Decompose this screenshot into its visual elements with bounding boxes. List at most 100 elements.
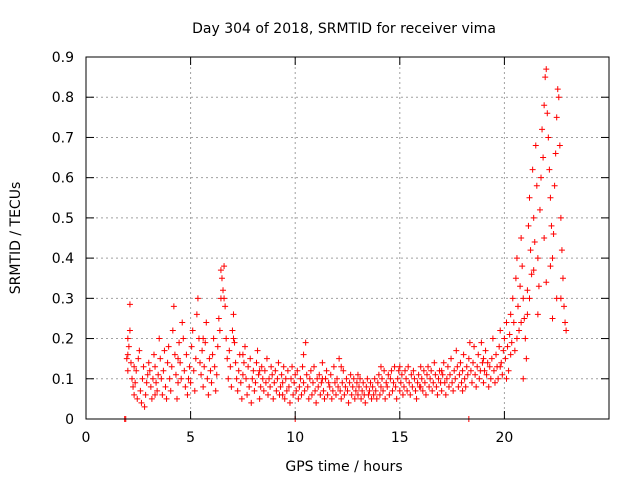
data-point xyxy=(166,375,173,382)
data-point xyxy=(466,339,473,346)
data-point xyxy=(184,391,191,398)
data-point xyxy=(305,395,312,402)
data-point xyxy=(154,387,161,394)
x-tick-label: 20 xyxy=(495,430,513,446)
data-point xyxy=(156,335,163,342)
data-point xyxy=(224,355,231,362)
data-point xyxy=(133,367,140,374)
data-point xyxy=(509,295,516,302)
data-point xyxy=(273,387,280,394)
data-point xyxy=(292,371,299,378)
data-point xyxy=(374,379,381,386)
data-point xyxy=(298,391,305,398)
data-point xyxy=(480,379,487,386)
data-point xyxy=(233,375,240,382)
data-point xyxy=(296,383,303,390)
data-point xyxy=(421,379,428,386)
data-point xyxy=(164,359,171,366)
data-point xyxy=(535,283,542,290)
data-point xyxy=(394,375,401,382)
data-point xyxy=(561,303,568,310)
data-point xyxy=(319,375,326,382)
data-point xyxy=(125,343,132,350)
data-point xyxy=(124,335,131,342)
data-point xyxy=(495,375,502,382)
data-point xyxy=(377,363,384,370)
data-point xyxy=(487,375,494,382)
data-point xyxy=(474,363,481,370)
data-point xyxy=(152,363,159,370)
data-point xyxy=(359,387,366,394)
data-point xyxy=(192,355,199,362)
data-point xyxy=(490,367,497,374)
x-tick-label: 10 xyxy=(286,430,304,446)
data-point xyxy=(320,387,327,394)
data-point xyxy=(145,359,152,366)
data-point xyxy=(280,363,287,370)
data-point xyxy=(328,395,335,402)
data-point xyxy=(180,335,187,342)
data-point xyxy=(552,150,559,157)
data-point xyxy=(432,371,439,378)
data-point xyxy=(181,367,188,374)
data-point xyxy=(557,295,564,302)
data-point xyxy=(268,363,275,370)
data-point xyxy=(456,371,463,378)
data-point xyxy=(517,283,524,290)
data-point xyxy=(473,383,480,390)
y-tick-label: 0.5 xyxy=(52,211,74,227)
data-point xyxy=(318,379,325,386)
data-point xyxy=(263,355,270,362)
data-point xyxy=(448,355,455,362)
data-point xyxy=(540,154,547,161)
data-point xyxy=(212,387,219,394)
data-point xyxy=(491,379,498,386)
data-point xyxy=(203,319,210,326)
data-point xyxy=(452,375,459,382)
data-point xyxy=(415,371,422,378)
data-point xyxy=(507,311,514,318)
data-point xyxy=(496,343,503,350)
data-point xyxy=(425,363,432,370)
data-point xyxy=(265,391,272,398)
data-point xyxy=(309,379,316,386)
data-point xyxy=(360,379,367,386)
data-point xyxy=(304,383,311,390)
data-point xyxy=(460,351,467,358)
data-point xyxy=(541,102,548,109)
data-point xyxy=(489,335,496,342)
data-point xyxy=(479,359,486,366)
data-point xyxy=(259,375,266,382)
data-point xyxy=(386,391,393,398)
data-point xyxy=(200,383,207,390)
data-point xyxy=(326,383,333,390)
data-point xyxy=(562,319,569,326)
data-point xyxy=(323,367,330,374)
data-point xyxy=(244,391,251,398)
data-point xyxy=(400,383,407,390)
data-point xyxy=(342,383,349,390)
data-point xyxy=(379,375,386,382)
data-point xyxy=(314,375,321,382)
data-point xyxy=(238,395,245,402)
data-point xyxy=(281,395,288,402)
data-point xyxy=(396,363,403,370)
data-point xyxy=(221,263,228,270)
data-point xyxy=(423,371,430,378)
data-point xyxy=(228,383,235,390)
data-point xyxy=(457,359,464,366)
data-point xyxy=(222,303,229,310)
data-point xyxy=(189,327,196,334)
data-point xyxy=(291,379,298,386)
data-point xyxy=(170,303,177,310)
data-point xyxy=(218,275,225,282)
y-tick-label: 0 xyxy=(65,412,74,428)
data-point xyxy=(503,375,510,382)
data-point xyxy=(347,371,354,378)
data-point xyxy=(462,383,469,390)
data-point xyxy=(520,295,527,302)
data-point xyxy=(252,379,259,386)
data-point xyxy=(207,367,214,374)
data-point xyxy=(129,375,136,382)
data-point xyxy=(375,371,382,378)
